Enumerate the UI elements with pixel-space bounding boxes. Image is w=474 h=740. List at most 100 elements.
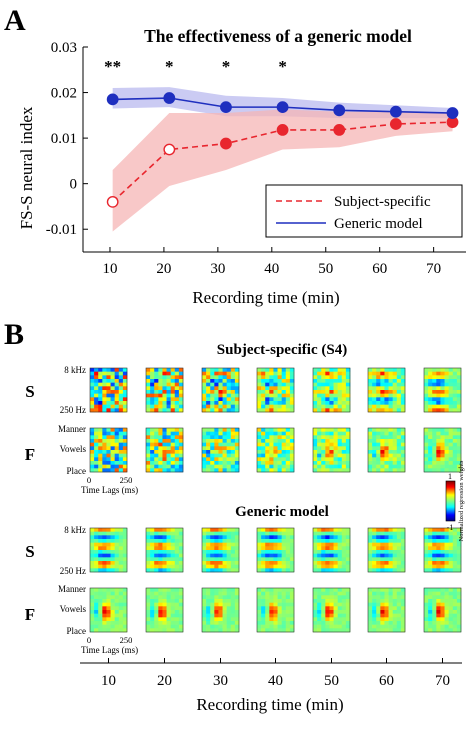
heatmap-cell [440,557,445,562]
heatmap-cell [110,401,115,405]
heatmap-cell [174,457,180,462]
heatmap-cell [234,606,240,611]
heatmap-cell [273,368,278,372]
heatmap-cell [321,442,326,447]
heatmap-cell [210,613,215,618]
heatmap-cell [114,457,120,462]
heatmap-cell [261,550,266,554]
heatmap-cell [277,542,282,547]
heatmap-cell [396,595,402,600]
heatmap-cell [456,457,462,462]
heatmap-cell [98,561,103,565]
heatmap-cell [281,539,287,543]
heatmap-cell [277,375,282,380]
heatmap-cell [202,539,207,543]
heatmap-cell [329,568,334,573]
heatmap-cell [98,431,103,436]
heatmap-cell [118,450,124,454]
heatmap-cell [376,435,381,440]
heatmap-cell [313,621,318,625]
heatmap-cell [158,446,163,451]
heatmap-cell [400,528,406,532]
heatmap-cell [452,386,458,391]
heatmap-cell [285,624,291,629]
heatmap-cell [154,446,159,451]
heatmap-cell [337,428,343,432]
subject-specific-point [220,137,232,150]
heatmap-cell [329,613,334,618]
heatmap-cell [392,464,398,469]
heatmap-cell [174,535,180,540]
heatmap-cell [333,539,338,543]
heatmap-cell [436,457,441,462]
heatmap-cell [162,375,167,380]
heatmap-cell [372,382,377,387]
lag-start-label: 0 [87,475,91,485]
heatmap-cell [436,568,441,573]
heatmap-cell [94,591,99,596]
heatmap-cell [440,446,445,451]
heatmap-cell [261,435,266,440]
heatmap-cell [257,595,262,600]
heatmap-cell [376,610,381,614]
heatmap-cell [230,546,236,551]
heatmap-cell [170,461,176,465]
heatmap-cell [118,617,124,622]
heatmap-cell [178,550,184,554]
heatmap-cell [448,542,454,547]
colorbar-min-label: -1 [447,523,454,532]
heatmap-cell [448,624,454,629]
heatmap-cell [289,591,295,596]
heatmap-cell [448,428,454,432]
heatmap-cell [226,439,232,443]
heatmap-cell [261,404,266,409]
heatmap-cell [122,553,128,558]
heatmap-cell [166,602,171,607]
heatmap-cell [456,568,462,573]
heatmap-cell [380,613,385,618]
y-tick-label: 0 [70,177,78,193]
heatmap-cell [273,446,278,451]
heatmap-cell [400,606,406,611]
heatmap-cell [440,568,445,573]
heatmap-cell [118,599,124,603]
heatmap-cell [277,408,282,413]
heatmap-cell [333,617,338,622]
heatmap-cell [178,386,184,391]
heatmap-cell [98,386,103,391]
heatmap-cell [218,539,223,543]
heatmap-cell [261,628,266,633]
heatmap-cell [106,599,111,603]
heatmap-cell [150,535,155,540]
heatmap-cell [281,528,287,532]
heatmap-cell [436,557,441,562]
heatmap-cell [90,564,95,569]
heatmap-cell [214,401,219,405]
heatmap-cell [214,539,219,543]
heatmap-cell [396,531,402,536]
heatmap-cell [432,401,437,405]
chart-title: The effectiveness of a generic model [144,26,412,46]
heatmap-cell [202,371,207,376]
heatmap-cell [265,542,270,547]
heatmap-cell [102,591,107,596]
heatmap-cell [392,535,398,540]
heatmap-cell [428,628,433,633]
heatmap-cell [321,428,326,432]
heatmap-cell [166,393,171,398]
heatmap-cell [444,393,449,398]
heatmap-cell [178,546,184,551]
heatmap-cell [388,531,393,536]
heatmap-cell [380,588,385,592]
heatmap-cell [281,606,287,611]
heatmap-cell [122,557,128,562]
heatmap-cell [218,408,223,413]
heatmap-cell [321,468,326,473]
heatmap-cell [106,446,111,451]
heatmap-cell [98,550,103,554]
heatmap-cell [317,613,322,618]
heatmap-cell [333,613,338,618]
heatmap-cell [400,468,406,473]
heatmap-cell [448,599,454,603]
lag-axis-label-generic: Time Lags (ms) [81,645,138,655]
